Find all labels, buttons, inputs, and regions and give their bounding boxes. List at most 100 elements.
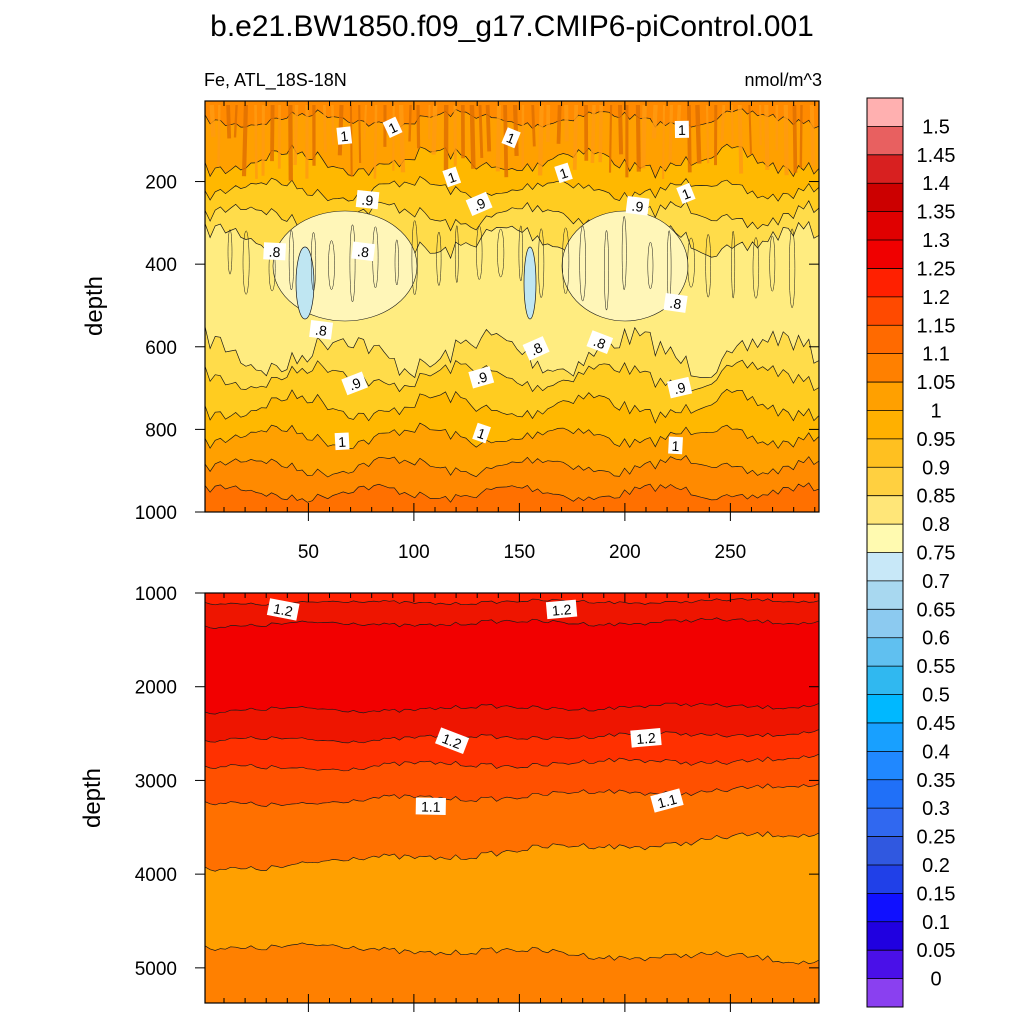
- colorbar-swatch: [867, 410, 903, 440]
- contour-label-bg: [442, 166, 462, 188]
- colorbar-swatch: [867, 580, 903, 610]
- upper-surface-streak: [416, 104, 421, 149]
- colorbar-label: 0.45: [917, 713, 956, 735]
- upper-surface-streak: [217, 104, 221, 167]
- contour-label-text: 1.2: [440, 730, 464, 752]
- upper-band-085-deep-line: [205, 326, 819, 379]
- colorbar-label: 1: [930, 400, 941, 422]
- contour-label: 1.2: [630, 728, 662, 748]
- upper-contour-loop: [562, 227, 570, 295]
- colorbar-swatch: [867, 751, 903, 781]
- colorbar-label: 0.1: [922, 912, 950, 934]
- upper-contour-loop: [349, 224, 356, 303]
- upper-surface-streak: [759, 104, 762, 146]
- upper-surface-streak: [537, 104, 544, 176]
- y-tick-label: 1000: [135, 584, 177, 605]
- upper-band-105-deep: [205, 455, 819, 503]
- contour-label-bg: [501, 127, 521, 149]
- upper-y-axis-label: depth: [81, 276, 108, 336]
- contour-label-bg: [472, 422, 491, 444]
- upper-contour-loop: [769, 235, 776, 292]
- upper-contour-loop: [227, 229, 233, 275]
- colorbar-label: 1.45: [917, 145, 956, 167]
- upper-min-patch-2: [523, 246, 537, 320]
- upper-surface-streak: [431, 104, 438, 155]
- contour-label-text: .8: [314, 322, 328, 339]
- upper-surface-streak: [478, 104, 484, 158]
- upper-surface-streak: [209, 104, 216, 138]
- contour-label: .8: [522, 336, 550, 361]
- upper-panel: 50 100 150 200 250 200 400 600 800 1000 depth 1 1 1…: [81, 100, 820, 563]
- colorbar-label: 1.5: [922, 116, 950, 138]
- colorbar-swatch: [867, 694, 903, 724]
- colorbar-label: 0: [930, 969, 941, 991]
- colorbar-swatch: [867, 211, 903, 241]
- contour-label-bg: [586, 330, 614, 355]
- contour-label: .9: [355, 189, 380, 210]
- upper-contour-loop: [394, 239, 399, 286]
- colorbar-label: 0.75: [917, 543, 956, 565]
- contour-label-bg: [650, 788, 684, 813]
- contour-label-bg: [334, 432, 350, 451]
- contour-label-bg: [341, 371, 368, 396]
- upper-contour-loop: [789, 228, 796, 309]
- lower-band-8: [205, 831, 819, 965]
- contour-label-bg: [674, 120, 690, 139]
- colorbar-swatch: [867, 808, 903, 837]
- contour-label-bg: [435, 727, 470, 754]
- contour-label: .9: [625, 196, 650, 216]
- x-tick-label: 50: [298, 542, 319, 563]
- contour-label: 1.2: [435, 727, 470, 754]
- lower-band-9-line: [205, 942, 819, 965]
- colorbar-swatch: [867, 524, 903, 553]
- contour-label-bg: [625, 196, 650, 216]
- contour-label-bg: [468, 366, 495, 389]
- contour-label-text: 1.2: [272, 600, 294, 619]
- contour-label: .8: [586, 330, 614, 355]
- contour-label: .8: [309, 320, 334, 340]
- contour-label-bg: [309, 320, 334, 340]
- colorbar-label: 0.05: [917, 940, 956, 962]
- colorbar-swatch: [867, 296, 903, 326]
- upper-panel-frame: [204, 100, 820, 513]
- x-tick-label: 150: [504, 542, 536, 563]
- upper-band-090: [205, 176, 819, 232]
- colorbar-swatch: [867, 382, 903, 411]
- upper-contour-loop: [731, 230, 736, 299]
- x-tick-label: 100: [398, 542, 430, 563]
- lower-band-5: [205, 729, 819, 771]
- colorbar-swatch: [867, 183, 903, 213]
- upper-contour-loop: [705, 233, 711, 298]
- upper-surface-streak: [556, 104, 562, 144]
- colorbar-swatch: [867, 353, 903, 383]
- colorbar-swatch: [867, 978, 903, 1008]
- upper-axes: 50 100 150 200 250 200 400 600 800 1000: [135, 101, 819, 563]
- upper-band-090-deep-line: [205, 359, 819, 393]
- contour-label-text: .9: [346, 374, 363, 393]
- upper-contour-loop: [604, 230, 609, 311]
- lower-band-8-line: [205, 831, 819, 872]
- colorbar-label: 1.4: [922, 173, 950, 195]
- contour-label-bg: [522, 336, 550, 361]
- colorbar-swatch: [867, 240, 903, 269]
- upper-band-110-deep: [205, 482, 819, 512]
- upper-band-100-deep: [205, 423, 819, 477]
- contour-label-bg: [663, 292, 688, 313]
- upper-surface-streak: [531, 104, 536, 147]
- upper-core-1: [561, 210, 689, 322]
- upper-surface-streak: [408, 104, 412, 142]
- colorbar-swatch: [867, 893, 903, 923]
- contour-label: .8: [351, 241, 376, 262]
- contour-label: 1: [668, 436, 683, 455]
- upper-contour-loop: [752, 237, 760, 299]
- contour-label-bg: [554, 162, 573, 184]
- lower-contour-field: [205, 593, 819, 1003]
- y-tick-label: 400: [145, 255, 177, 276]
- upper-surface-streak: [241, 104, 248, 177]
- contour-label: 1: [382, 116, 403, 139]
- upper-band-085-deep: [205, 326, 819, 392]
- contour-label-bg: [666, 376, 693, 399]
- contour-label: 1: [554, 162, 573, 184]
- y-tick-label: 3000: [135, 771, 177, 792]
